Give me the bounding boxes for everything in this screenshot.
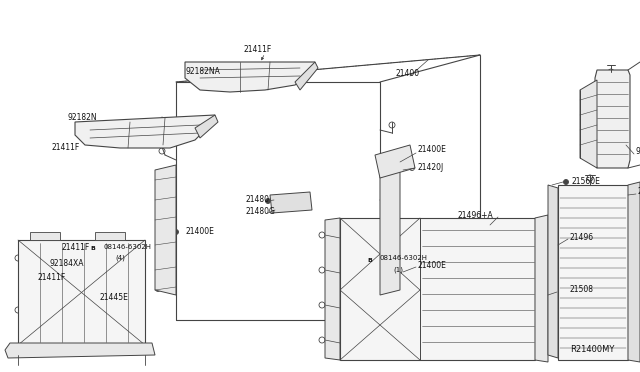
Circle shape bbox=[173, 230, 179, 234]
Text: 21445E: 21445E bbox=[100, 294, 129, 302]
Polygon shape bbox=[375, 145, 415, 178]
Text: 21411F: 21411F bbox=[52, 144, 80, 153]
Text: 21400E: 21400E bbox=[418, 260, 447, 269]
Polygon shape bbox=[18, 240, 145, 345]
Text: B: B bbox=[367, 257, 372, 263]
Text: 21400E: 21400E bbox=[186, 228, 215, 237]
Polygon shape bbox=[270, 192, 312, 213]
Circle shape bbox=[266, 199, 271, 203]
Text: 21480G: 21480G bbox=[246, 208, 276, 217]
Polygon shape bbox=[95, 232, 125, 240]
Polygon shape bbox=[340, 218, 535, 360]
Text: 21400E: 21400E bbox=[418, 145, 447, 154]
Polygon shape bbox=[295, 62, 318, 90]
Text: 21400: 21400 bbox=[396, 68, 420, 77]
Polygon shape bbox=[628, 182, 640, 362]
Polygon shape bbox=[195, 115, 218, 138]
Text: 21508: 21508 bbox=[570, 285, 594, 295]
Text: 92184XA: 92184XA bbox=[50, 260, 84, 269]
Text: 08146-6302H: 08146-6302H bbox=[104, 244, 152, 250]
Text: 92184X: 92184X bbox=[636, 148, 640, 157]
Text: 92182N: 92182N bbox=[68, 113, 98, 122]
Text: 21411F: 21411F bbox=[62, 244, 90, 253]
Text: 21480: 21480 bbox=[246, 196, 270, 205]
Circle shape bbox=[556, 289, 563, 295]
Polygon shape bbox=[595, 70, 630, 168]
Text: B: B bbox=[91, 247, 95, 251]
Circle shape bbox=[563, 180, 568, 185]
Polygon shape bbox=[325, 218, 340, 360]
Polygon shape bbox=[5, 343, 155, 358]
Text: R21400MY: R21400MY bbox=[570, 346, 614, 355]
Text: (4): (4) bbox=[115, 255, 125, 261]
Polygon shape bbox=[30, 232, 60, 240]
Polygon shape bbox=[380, 162, 400, 295]
Polygon shape bbox=[185, 62, 315, 92]
Text: 21411F: 21411F bbox=[38, 273, 67, 282]
Text: (1): (1) bbox=[393, 267, 403, 273]
Polygon shape bbox=[548, 185, 558, 358]
Polygon shape bbox=[535, 215, 548, 362]
Text: 21420J: 21420J bbox=[418, 163, 444, 171]
Polygon shape bbox=[75, 115, 215, 148]
Text: 21411F: 21411F bbox=[244, 45, 272, 55]
Text: 21560E: 21560E bbox=[571, 177, 600, 186]
Circle shape bbox=[302, 197, 308, 203]
Text: 92182NA: 92182NA bbox=[186, 67, 221, 77]
Text: 08146-6302H: 08146-6302H bbox=[380, 255, 428, 261]
Polygon shape bbox=[155, 165, 176, 295]
Text: 21496: 21496 bbox=[570, 232, 594, 241]
Circle shape bbox=[586, 344, 594, 352]
Polygon shape bbox=[558, 185, 628, 360]
Polygon shape bbox=[580, 80, 597, 168]
Text: 21445E: 21445E bbox=[638, 187, 640, 196]
Text: 21496+A: 21496+A bbox=[458, 211, 493, 219]
